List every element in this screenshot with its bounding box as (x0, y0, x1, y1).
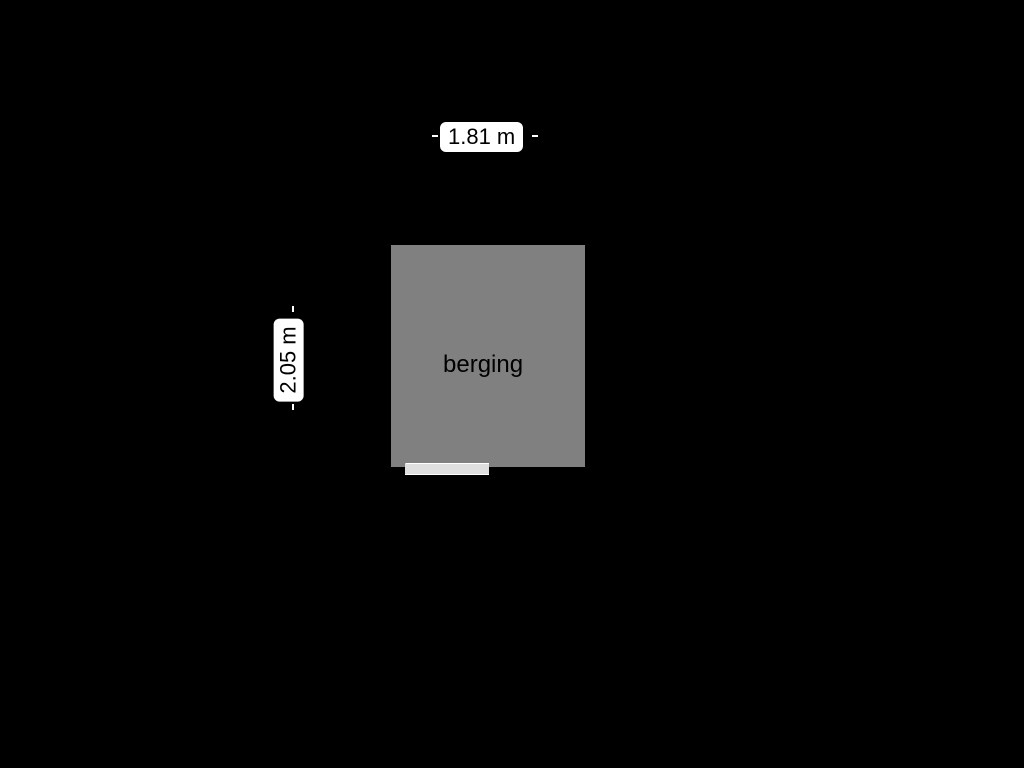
dimension-height-tick-top (292, 306, 294, 312)
door-swing-icon (405, 391, 489, 475)
dimension-width-label: 1.81 m (440, 122, 523, 152)
dimension-width-tick-left (432, 135, 438, 137)
dimension-height-label: 2.05 m (274, 318, 304, 401)
floorplan-canvas: berging 1.81 m 2.05 m (0, 0, 1024, 768)
dimension-height-tick-bottom (292, 404, 294, 410)
room-label: berging (443, 351, 523, 379)
dimension-width-tick-right (532, 135, 538, 137)
door (405, 463, 489, 547)
